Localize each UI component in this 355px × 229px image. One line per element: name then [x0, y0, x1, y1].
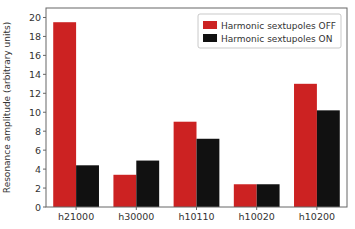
bar [197, 139, 220, 207]
plot-frame [46, 8, 347, 207]
bar [76, 165, 99, 207]
x-tick-label: h10020 [239, 211, 275, 222]
legend-swatch [203, 34, 217, 42]
legend: Harmonic sextupoles OFF Harmonic sextupol… [198, 14, 341, 48]
bar [174, 122, 197, 207]
x-tick-label: h21000 [58, 211, 94, 222]
y-tick-label: 6 [35, 145, 41, 156]
bar [113, 175, 136, 207]
x-tick-label: h30000 [118, 211, 154, 222]
chart-svg: 0 2 4 6 8 10 12 14 16 18 20 Resonance amplitude (ar… [0, 0, 355, 229]
chart-container: 0 2 4 6 8 10 12 14 16 18 20 Resonance amplitude (ar… [0, 0, 355, 229]
legend-frame [198, 14, 341, 48]
legend-label: Harmonic sextupoles ON [221, 34, 332, 44]
y-axis-label: Resonance amplitude (arbitrary units) [2, 22, 12, 193]
x-axis: h21000 h30000 h10110 h10020 h10200 [58, 207, 335, 222]
bar [136, 161, 159, 207]
bars [53, 22, 340, 207]
y-tick-label: 16 [29, 50, 41, 61]
y-tick-label: 2 [35, 183, 41, 194]
y-tick-label: 20 [29, 12, 41, 23]
y-tick-label: 18 [29, 31, 41, 42]
bar [234, 184, 257, 207]
bar [294, 84, 317, 207]
legend-label: Harmonic sextupoles OFF [221, 21, 336, 31]
y-axis: 0 2 4 6 8 10 12 14 16 18 20 [29, 12, 46, 213]
legend-swatch [203, 21, 217, 29]
bar [257, 184, 280, 207]
y-tick-label: 4 [35, 164, 41, 175]
x-tick-label: h10110 [178, 211, 214, 222]
y-tick-label: 10 [29, 107, 41, 118]
bar [317, 110, 340, 207]
y-tick-label: 0 [35, 202, 41, 213]
bar [53, 22, 76, 207]
x-tick-label: h10200 [299, 211, 335, 222]
y-tick-label: 14 [29, 69, 41, 80]
y-tick-label: 12 [29, 88, 41, 99]
y-tick-label: 8 [35, 126, 41, 137]
